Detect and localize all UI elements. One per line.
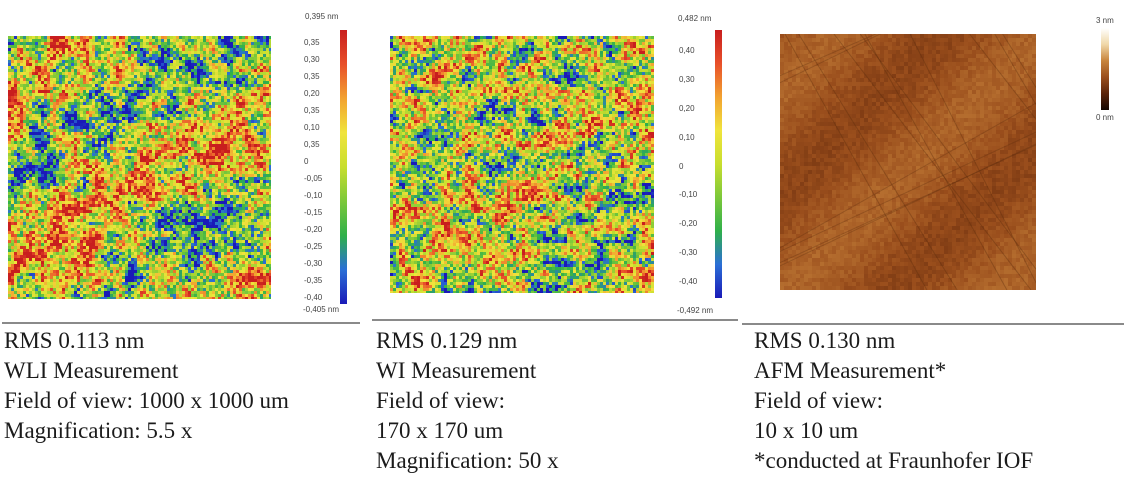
colorbar-tick-label: -0,15: [304, 208, 323, 217]
caption-line: *conducted at Fraunhofer IOF: [754, 448, 1034, 473]
wi-panel: 0,482 nm 0,40 0,30 0,20 0,10 0 -0,10 -0,20 -0,3…: [370, 0, 742, 484]
wi-caption: RMS 0.129 nm WI Measurement Field of view:…: [376, 326, 559, 476]
caption-line: WLI Measurement: [4, 358, 179, 383]
colorbar-tick-label: 0,20: [679, 103, 695, 113]
colorbar-tick-label: 0,10: [679, 132, 695, 142]
caption-line: RMS 0.129 nm: [376, 328, 518, 353]
wli-divider: [2, 322, 360, 324]
caption-line: Field of view:: [754, 388, 884, 413]
colorbar-tick-label: -0,20: [304, 225, 323, 234]
colorbar-tick-label: 0,35: [304, 38, 320, 47]
wli-colorbar-min-label: -0,405 nm: [303, 305, 340, 314]
caption-line: 10 x 10 um: [754, 418, 859, 443]
colorbar-tick-label: -0,30: [304, 259, 323, 268]
caption-line: RMS 0.130 nm: [754, 328, 896, 353]
wi-colorbar: [715, 30, 722, 298]
caption-line: Field of view:: [376, 388, 506, 413]
wi-colorbar-max-label: 0,482 nm: [678, 14, 712, 23]
colorbar-tick-label: -0,40: [679, 277, 698, 286]
afm-colorbar-min-label: 0 nm: [1096, 113, 1114, 122]
afm-height-map: [780, 34, 1036, 290]
colorbar-tick-label: 0,30: [679, 74, 695, 84]
colorbar-tick-label: 0,40: [679, 46, 695, 55]
afm-colorbar-max-label: 3 nm: [1096, 16, 1114, 25]
colorbar-tick-label: -0,25: [304, 242, 323, 251]
colorbar-tick-label: -0,20: [679, 219, 698, 229]
caption-line: AFM Measurement*: [754, 358, 947, 383]
wli-colorbar: [340, 30, 347, 304]
colorbar-tick-label: -0,10: [304, 191, 323, 200]
caption-line: Magnification: 50 x: [376, 448, 559, 473]
colorbar-tick-label: 0,10: [304, 123, 320, 132]
caption-line: RMS 0.113 nm: [4, 328, 145, 353]
wli-height-map: [8, 36, 271, 299]
colorbar-tick-label: 0,35: [304, 72, 320, 81]
wli-colorbar-max-label: 0,395 nm: [305, 12, 339, 21]
colorbar-tick-label: -0,10: [679, 190, 698, 200]
afm-divider: [742, 323, 1124, 325]
caption-line: 170 x 170 um: [376, 418, 504, 443]
afm-panel: 3 nm 0 nm RMS 0.130 nm AFM Measurement* Fi…: [742, 0, 1126, 484]
wi-divider: [372, 319, 738, 321]
wi-colorbar-ticks: 0,40 0,30 0,20 0,10 0 -0,10 -0,20 -0,30 -0,40: [679, 46, 713, 286]
colorbar-tick-label: -0,05: [304, 174, 323, 183]
wli-caption: RMS 0.113 nm WLI Measurement Field of view…: [4, 326, 289, 446]
colorbar-tick-label: 0: [679, 161, 684, 171]
colorbar-tick-label: 0: [304, 157, 309, 166]
colorbar-tick-label: 0,35: [304, 106, 320, 115]
afm-colorbar: [1101, 28, 1109, 110]
colorbar-tick-label: 0,30: [304, 55, 320, 64]
caption-line: WI Measurement: [376, 358, 537, 383]
colorbar-tick-label: 0,35: [304, 140, 320, 149]
colorbar-tick-label: -0,30: [679, 248, 698, 258]
wli-panel: 0,395 nm 0,35 0,30 0,35 0,20 0,35 0,10 0,35 0 -0…: [0, 0, 370, 484]
afm-caption: RMS 0.130 nm AFM Measurement* Field of vie…: [754, 326, 1033, 476]
wi-height-map: [390, 36, 654, 293]
caption-line: Magnification: 5.5 x: [4, 418, 193, 443]
colorbar-tick-label: 0,20: [304, 89, 320, 98]
wli-colorbar-ticks: 0,35 0,30 0,35 0,20 0,35 0,10 0,35 0 -0,05 -0,10 -…: [304, 38, 338, 302]
colorbar-tick-label: -0,40: [304, 293, 323, 302]
caption-line: Field of view: 1000 x 1000 um: [4, 388, 289, 413]
colorbar-tick-label: -0,35: [304, 276, 323, 285]
wi-colorbar-min-label: -0,492 nm: [677, 306, 714, 315]
